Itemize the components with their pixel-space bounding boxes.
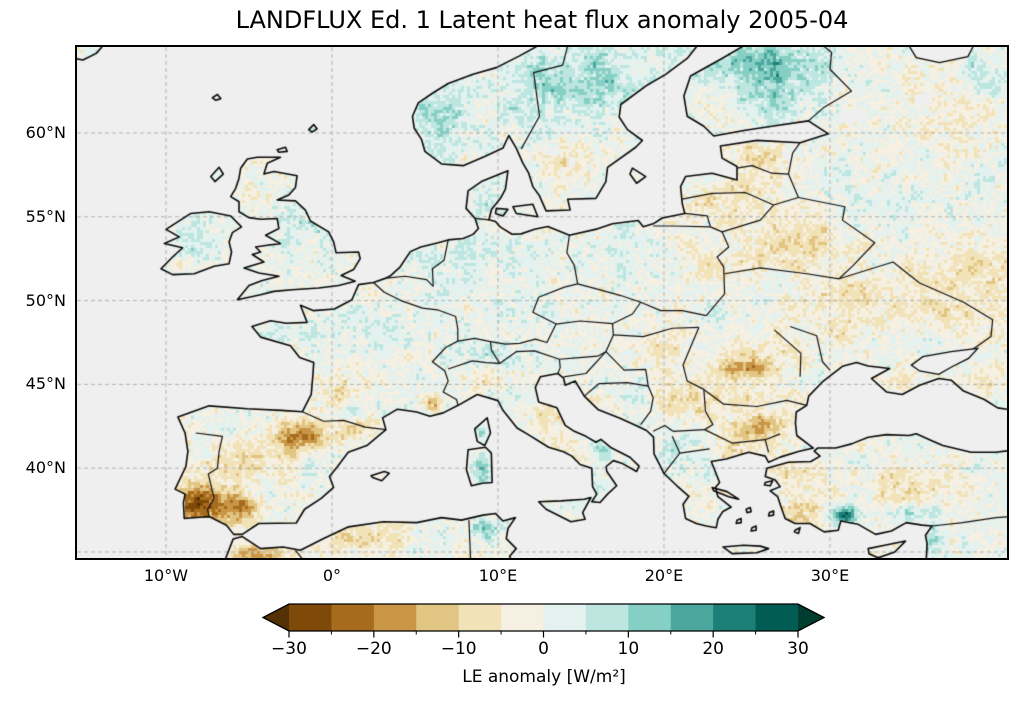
colorbar-segment (628, 604, 672, 631)
colorbar-segment (458, 604, 502, 631)
colorbar-segment (585, 604, 629, 631)
x-tick-label: 0° (322, 566, 342, 585)
colorbar-segment (331, 604, 375, 631)
map-canvas (77, 47, 1007, 558)
x-tick-label: 20°E (644, 566, 684, 585)
chart-title: LANDFLUX Ed. 1 Latent heat flux anomaly … (235, 6, 849, 34)
colorbar-segment (289, 604, 332, 631)
colorbar-tick-label: 20 (702, 639, 724, 659)
colorbar (261, 603, 826, 638)
colorbar-tick-label: 30 (787, 639, 809, 659)
y-tick-label: 55°N (25, 206, 66, 226)
colorbar-segment (416, 604, 460, 631)
colorbar-segment (713, 604, 757, 631)
y-tick-label: 45°N (25, 374, 66, 394)
colorbar-tick-label: 10 (617, 639, 640, 659)
colorbar-tick-label: 0 (538, 639, 549, 659)
colorbar-tick-label: −10 (440, 639, 477, 659)
y-tick-label: 40°N (25, 458, 66, 478)
colorbar-under-arrow (263, 604, 289, 631)
colorbar-tick-label: −30 (271, 639, 307, 659)
y-tick-label: 50°N (25, 290, 66, 310)
colorbar-segment (373, 604, 417, 631)
colorbar-segment (755, 604, 799, 631)
x-tick-label: 10°W (143, 566, 189, 585)
map-plot-area (75, 45, 1009, 560)
colorbar-segment (501, 604, 544, 631)
colorbar-tick-label: −20 (355, 639, 392, 659)
colorbar-over-arrow (798, 604, 824, 631)
y-tick-label: 60°N (25, 122, 66, 142)
x-tick-label: 30°E (810, 566, 850, 585)
colorbar-segment (543, 604, 587, 631)
colorbar-segment (670, 604, 714, 631)
colorbar-label: LE anomaly [W/m²] (462, 667, 626, 687)
x-tick-label: 10°E (478, 566, 518, 585)
